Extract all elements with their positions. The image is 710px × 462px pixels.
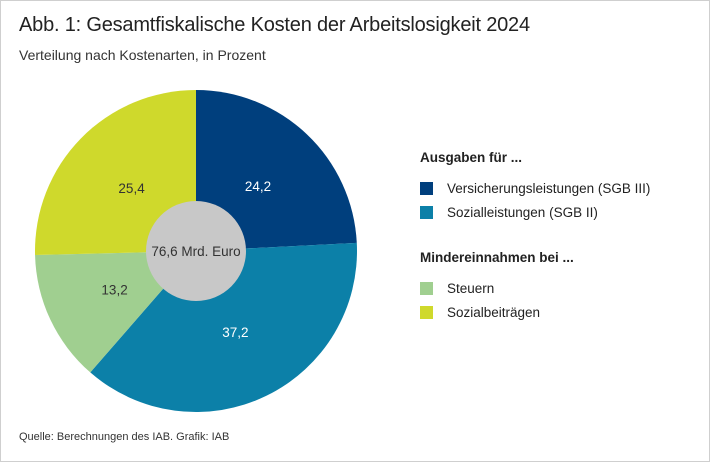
slice-label: 13,2	[101, 282, 127, 297]
slice-label: 25,4	[118, 181, 145, 196]
legend-item: Sozialbeiträgen	[420, 300, 650, 324]
pie-slice	[35, 251, 197, 373]
legend-label: Steuern	[447, 280, 495, 296]
slice-label: 37,2	[222, 325, 248, 340]
slice-label: 24,2	[245, 179, 271, 194]
legend-group-expenses: Ausgaben für ...	[420, 150, 523, 165]
legend-item: Sozialleistungen (SGB II)	[420, 200, 650, 224]
pie-slice	[34, 90, 196, 256]
legend-label: Sozialleistungen (SGB II)	[447, 204, 598, 220]
chart-title: Abb. 1: Gesamtfiskalische Kosten der Arb…	[19, 14, 530, 36]
legend: Ausgaben für ... Versicherungsleistungen…	[420, 150, 650, 324]
legend-item: Steuern	[420, 276, 650, 300]
chart-subtitle: Verteilung nach Kostenarten, in Prozent	[19, 47, 266, 63]
legend-label: Sozialbeiträgen	[447, 304, 541, 320]
legend-label: Versicherungsleistungen (SGB III)	[447, 180, 651, 196]
center-label: 76,6 Mrd. Euro	[151, 244, 240, 259]
pie-slice	[196, 90, 357, 251]
legend-swatch	[420, 305, 433, 319]
legend-item: Versicherungsleistungen (SGB III)	[420, 176, 650, 200]
legend-swatch	[420, 181, 433, 195]
pie-slice	[90, 242, 358, 412]
legend-swatch	[420, 281, 433, 295]
legend-swatch	[420, 205, 433, 219]
source-note: Quelle: Berechnungen des IAB. Grafik: IA…	[19, 431, 230, 443]
legend-group-revenue-loss: Mindereinnahmen bei ...	[420, 250, 574, 265]
center-circle	[146, 201, 246, 301]
